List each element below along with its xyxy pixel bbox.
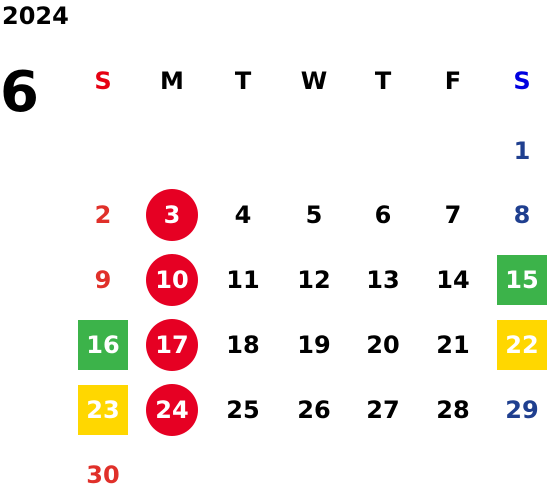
calendar-day[interactable]: 28: [436, 396, 470, 424]
calendar-day[interactable]: 21: [436, 331, 470, 359]
calendar-day[interactable]: 13: [366, 266, 400, 294]
calendar-day[interactable]: 5: [305, 201, 323, 229]
weekday-header: S: [513, 67, 531, 95]
calendar-day[interactable]: 1: [513, 137, 531, 165]
calendar-day[interactable]: 29: [505, 396, 539, 424]
weekday-header: T: [234, 67, 252, 95]
weekday-header: M: [160, 67, 184, 95]
calendar-day[interactable]: 2: [94, 201, 112, 229]
weekday-header: F: [444, 67, 462, 95]
calendar-day[interactable]: 26: [297, 396, 331, 424]
calendar-day[interactable]: 10: [146, 254, 198, 306]
calendar-day[interactable]: 20: [366, 331, 400, 359]
calendar-day[interactable]: 18: [226, 331, 260, 359]
calendar-day[interactable]: 22: [497, 320, 547, 370]
calendar-day[interactable]: 14: [436, 266, 470, 294]
calendar-day[interactable]: 30: [86, 461, 120, 489]
calendar-day[interactable]: 16: [78, 320, 128, 370]
calendar-day[interactable]: 6: [374, 201, 392, 229]
calendar-day[interactable]: 24: [146, 384, 198, 436]
calendar-day[interactable]: 3: [146, 189, 198, 241]
month-label: 6: [0, 60, 39, 125]
calendar-day[interactable]: 12: [297, 266, 331, 294]
calendar-day[interactable]: 25: [226, 396, 260, 424]
calendar-day[interactable]: 4: [234, 201, 252, 229]
calendar-day[interactable]: 15: [497, 255, 547, 305]
calendar-day[interactable]: 11: [226, 266, 260, 294]
calendar-day[interactable]: 27: [366, 396, 400, 424]
year-label: 2024: [2, 2, 69, 30]
weekday-header: W: [300, 67, 328, 95]
calendar-day[interactable]: 19: [297, 331, 331, 359]
calendar-day[interactable]: 7: [444, 201, 462, 229]
calendar-day[interactable]: 23: [78, 385, 128, 435]
weekday-header: T: [374, 67, 392, 95]
calendar-day[interactable]: 17: [146, 319, 198, 371]
calendar-day[interactable]: 9: [94, 266, 112, 294]
weekday-header: S: [94, 67, 112, 95]
calendar-day[interactable]: 8: [513, 201, 531, 229]
